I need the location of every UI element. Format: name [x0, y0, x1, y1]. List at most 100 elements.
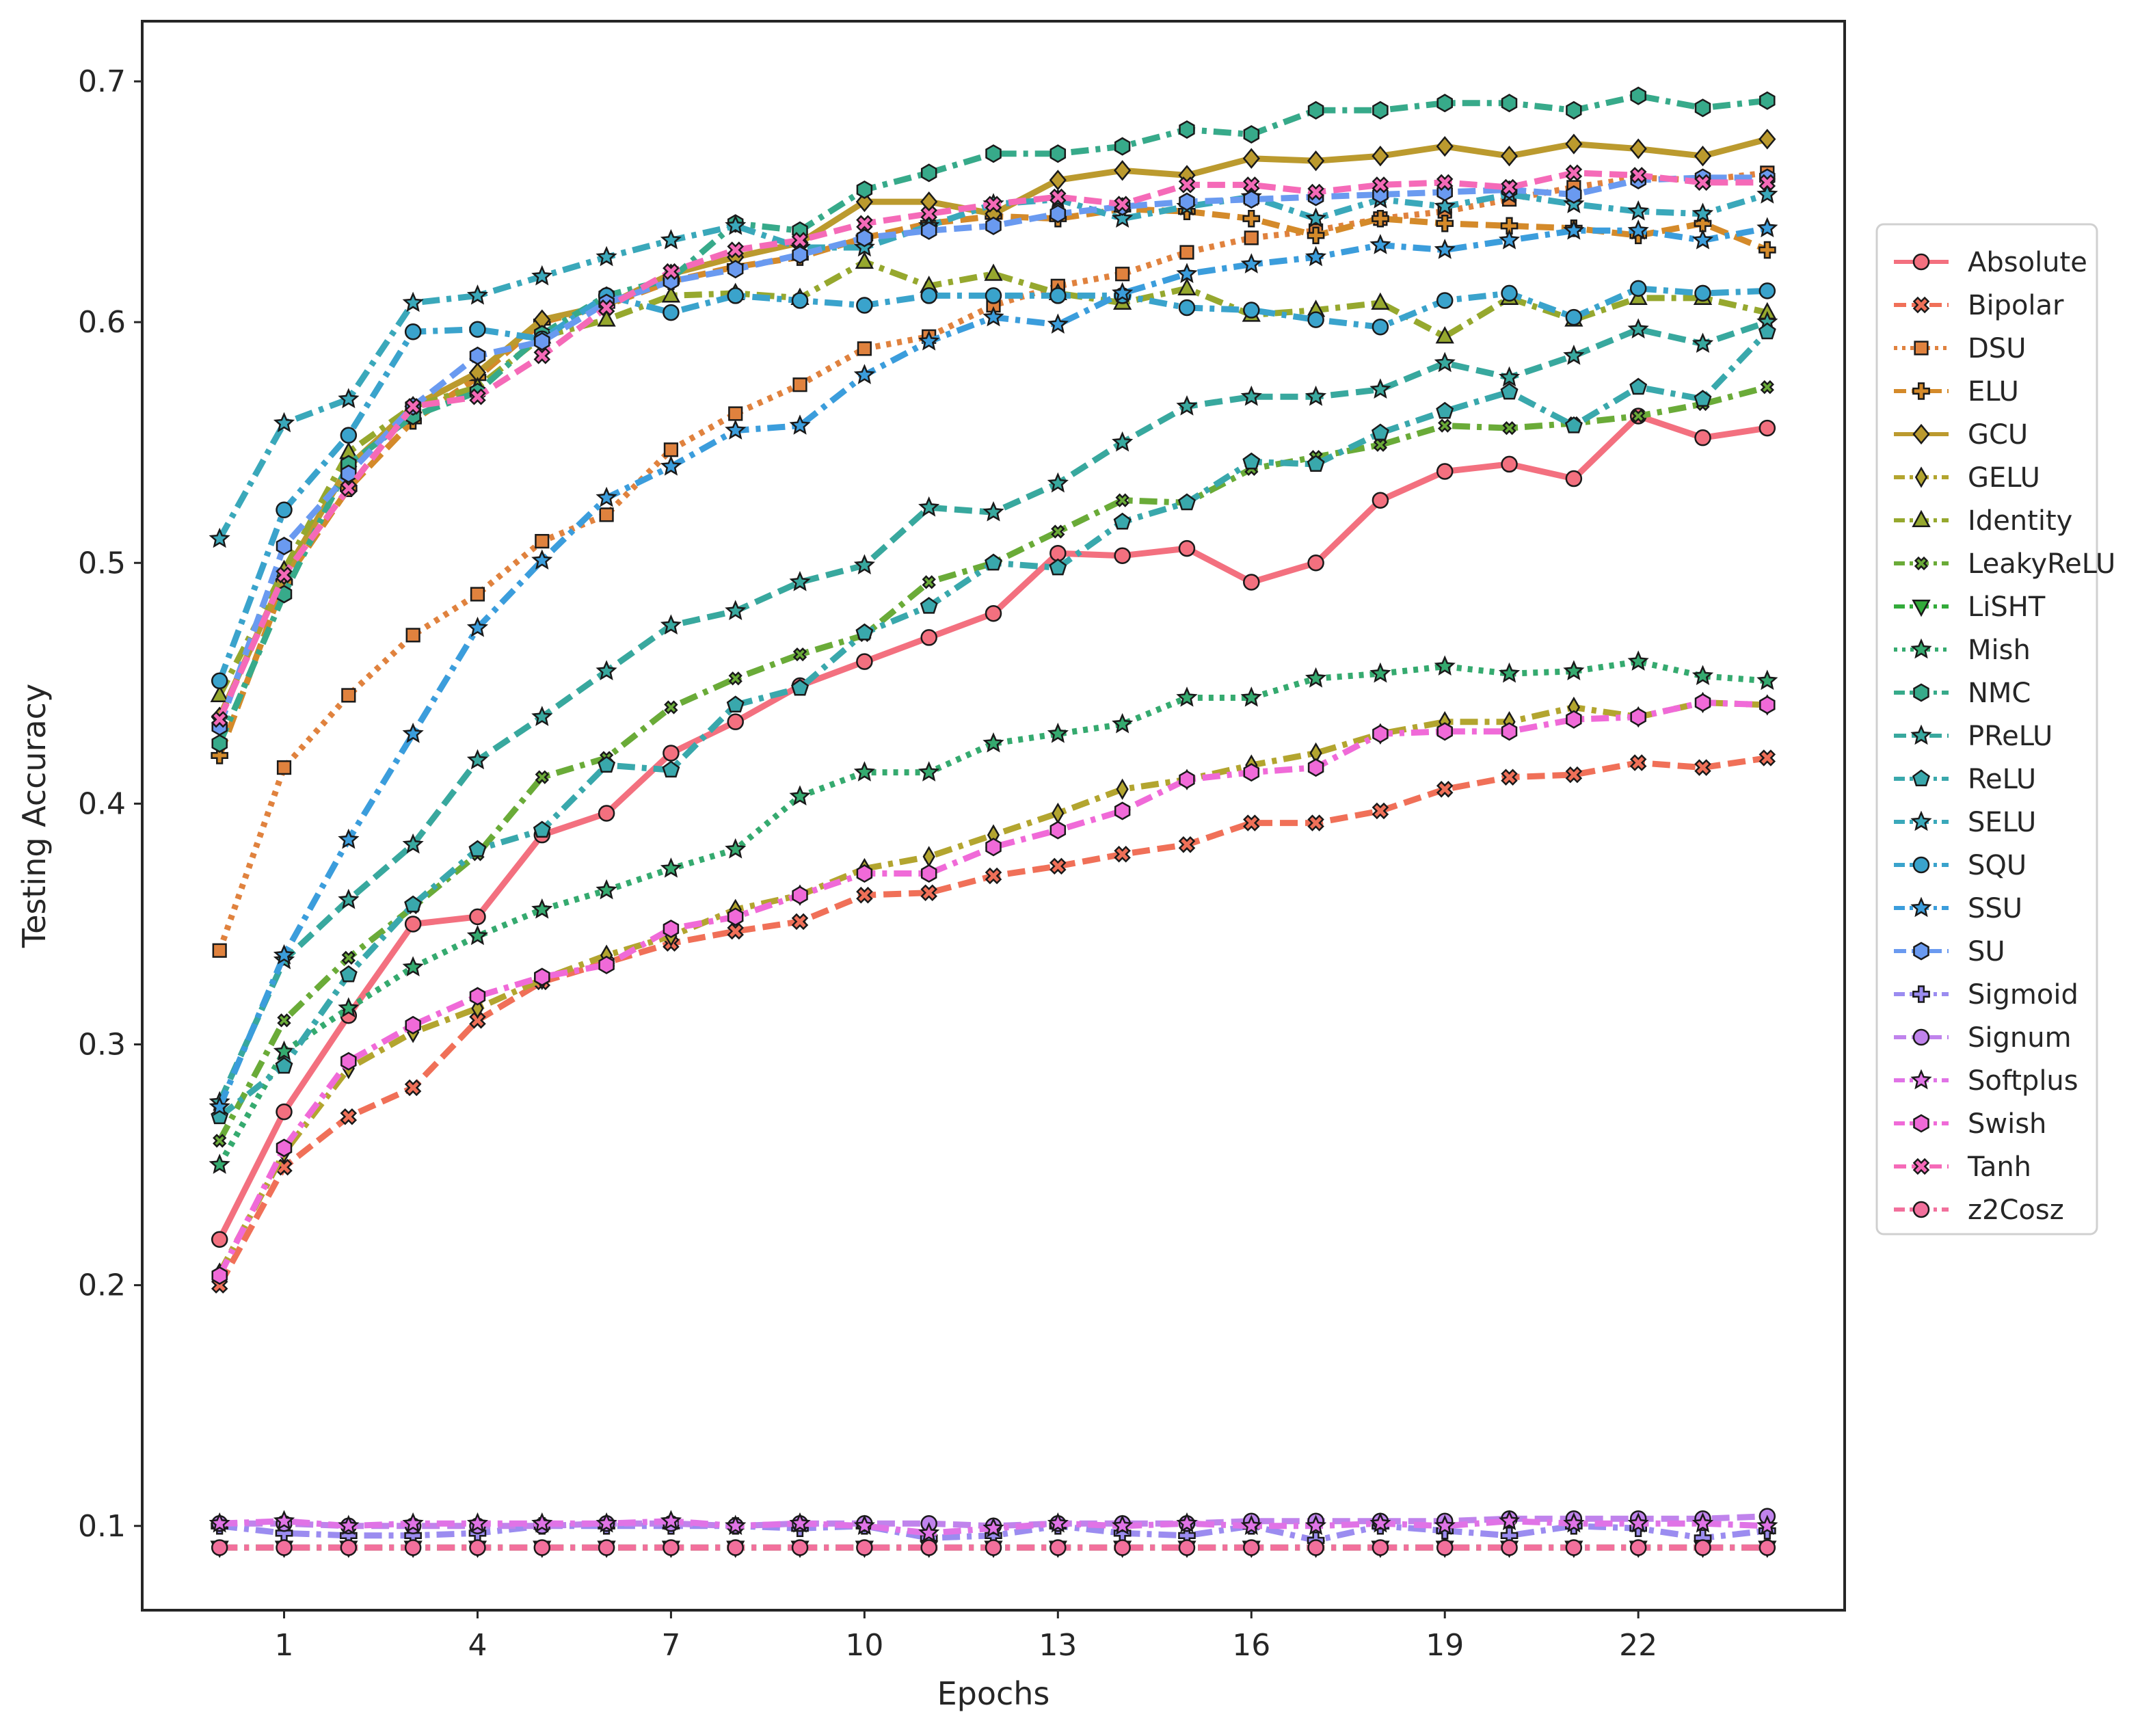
data-point-swish	[920, 864, 937, 883]
data-point-dsu	[470, 587, 485, 602]
data-point-elu	[1242, 209, 1261, 228]
data-point-mish	[402, 956, 424, 977]
data-point-selu	[273, 412, 295, 433]
legend-marker	[1912, 1201, 1930, 1218]
data-point-prelu	[725, 600, 747, 621]
data-point-swish	[405, 1015, 421, 1034]
data-point-ssu	[338, 828, 360, 849]
data-point-dsu	[341, 688, 356, 703]
series-ssu	[209, 217, 1778, 1117]
x-tick-label: 22	[1619, 1628, 1657, 1663]
data-point-softplus	[853, 1514, 875, 1535]
data-point-z2cosz	[276, 1539, 293, 1556]
data-point-tanh	[211, 710, 228, 728]
data-point-elu	[1436, 214, 1454, 232]
data-point-nmc	[856, 180, 873, 200]
data-point-identity	[210, 684, 229, 702]
data-point-softplus	[466, 1512, 489, 1533]
data-point-su	[985, 216, 1002, 235]
data-point-relu	[985, 553, 1002, 571]
series-absolute	[211, 408, 1776, 1248]
data-point-softplus	[1047, 1512, 1069, 1533]
data-point-nmc	[1114, 137, 1131, 156]
data-point-tanh	[856, 215, 873, 232]
legend-label: Bipolar	[1968, 290, 2064, 321]
y-tick-label: 0.3	[78, 1028, 126, 1063]
x-axis-label: Epochs	[937, 1675, 1050, 1712]
data-point-softplus	[1240, 1514, 1262, 1535]
data-point-softplus	[1176, 1512, 1198, 1533]
data-point-bipolar	[340, 1108, 358, 1125]
y-axis-label: Testing Accuracy	[16, 684, 53, 948]
data-point-relu	[1436, 401, 1454, 419]
data-point-squ	[211, 672, 228, 690]
data-point-selu	[531, 265, 553, 286]
y-axis: 0.1 0.2 0.3 0.4 0.5 0.6 0.7	[78, 64, 142, 1544]
data-point-tanh	[663, 263, 680, 280]
legend-item-squ: SQU	[1894, 850, 2027, 881]
data-point-absolute	[1758, 419, 1776, 437]
data-point-elu	[1307, 226, 1325, 245]
data-point-mish	[1627, 650, 1649, 671]
data-point-relu	[920, 597, 938, 614]
data-point-softplus	[273, 1510, 295, 1530]
series-swish	[211, 693, 1776, 1285]
data-point-selu	[1305, 207, 1327, 228]
data-point-su	[792, 245, 808, 265]
data-point-swish	[1566, 710, 1582, 729]
legend-marker	[1913, 942, 1929, 961]
data-point-mish	[725, 838, 747, 859]
data-point-softplus	[1305, 1514, 1327, 1535]
legend-item-dsu: DSU	[1894, 333, 2026, 364]
data-point-relu	[1371, 423, 1389, 441]
data-point-softplus	[1434, 1514, 1456, 1535]
data-point-tanh	[920, 205, 937, 222]
data-point-ssu	[1047, 313, 1069, 334]
data-point-mish	[596, 879, 617, 900]
legend-marker	[1912, 769, 1930, 787]
y-tick-label: 0.2	[78, 1268, 126, 1303]
data-point-squ	[1243, 302, 1260, 319]
data-point-swish	[856, 864, 873, 883]
legend-item-identity: Identity	[1894, 505, 2072, 537]
data-point-z2cosz	[727, 1539, 744, 1556]
data-point-bipolar	[920, 884, 937, 901]
data-point-bipolar	[1372, 802, 1389, 820]
data-point-z2cosz	[1565, 1539, 1583, 1556]
data-point-softplus	[596, 1512, 617, 1533]
data-point-mish	[1756, 669, 1778, 691]
data-point-softplus	[1756, 1514, 1778, 1535]
data-point-squ	[1372, 318, 1389, 336]
legend-label: Sigmoid	[1968, 979, 2078, 1011]
data-point-leakyrelu	[277, 1013, 291, 1028]
data-point-swish	[534, 967, 550, 987]
data-point-relu	[1758, 322, 1776, 340]
legend-marker	[1912, 382, 1930, 400]
legend-marker	[1910, 810, 1932, 831]
data-point-ssu	[1756, 217, 1778, 238]
data-point-nmc	[211, 734, 228, 753]
legend-item-gcu: GCU	[1894, 419, 2028, 451]
data-point-prelu	[853, 554, 875, 575]
legend-label: ELU	[1968, 376, 2019, 408]
data-point-squ	[1565, 308, 1583, 326]
data-point-gcu	[1758, 129, 1776, 150]
data-point-swish	[1630, 708, 1646, 727]
data-point-relu	[855, 623, 874, 641]
data-point-absolute	[1694, 429, 1711, 446]
data-point-leakyrelu	[213, 1134, 227, 1148]
data-point-bipolar	[1307, 814, 1324, 831]
data-point-swish	[1372, 724, 1389, 743]
data-point-z2cosz	[1501, 1539, 1518, 1556]
data-point-nmc	[1049, 144, 1067, 163]
data-point-su	[1049, 204, 1067, 224]
data-point-dsu	[535, 533, 550, 549]
data-point-ssu	[982, 306, 1004, 327]
data-point-softplus	[338, 1514, 360, 1535]
data-point-z2cosz	[1243, 1539, 1260, 1556]
data-point-relu	[662, 760, 680, 778]
data-point-nmc	[1501, 94, 1518, 113]
data-point-leakyrelu	[922, 575, 936, 589]
legend-item-elu: ELU	[1894, 376, 2019, 408]
data-point-z2cosz	[1629, 1539, 1647, 1556]
